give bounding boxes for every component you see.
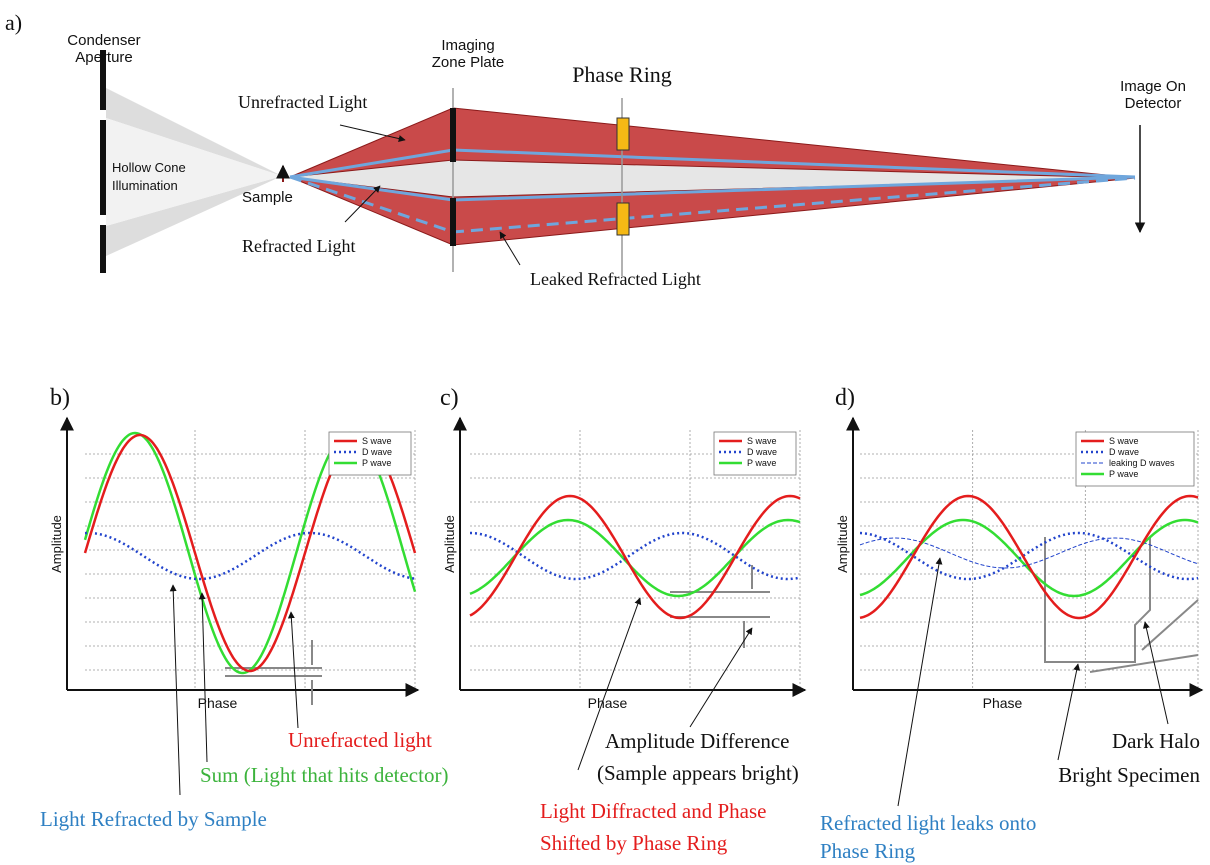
legend-label: D wave — [747, 447, 777, 457]
label: Detector — [1125, 95, 1182, 112]
wave — [470, 496, 800, 618]
y-axis-label: Amplitude — [49, 515, 64, 573]
x-axis-label: Phase — [983, 695, 1023, 711]
label: Hollow Cone — [112, 160, 186, 175]
annotation: Shifted by Phase Ring — [540, 831, 728, 855]
label: Refracted Light — [242, 236, 355, 256]
legend-label: S wave — [362, 436, 392, 446]
annotation: (Sample appears bright) — [597, 761, 799, 785]
zone-plate-block — [450, 108, 456, 162]
x-axis-label: Phase — [588, 695, 628, 711]
legend-label: P wave — [362, 458, 391, 468]
legend-label: P wave — [747, 458, 776, 468]
label: Zone Plate — [432, 54, 505, 71]
annotation: Refracted light leaks onto — [820, 811, 1036, 835]
annotation: Bright Specimen — [1058, 763, 1200, 787]
annotation: Dark Halo — [1112, 729, 1200, 753]
figure: a) Condenser Aperture Hollow Cone Illumi… — [0, 0, 1210, 865]
legend-label: S wave — [747, 436, 777, 446]
wave — [85, 533, 415, 579]
zone-plate-block — [450, 198, 456, 246]
aperture — [100, 120, 106, 215]
annotation: Amplitude Difference — [605, 729, 789, 753]
leader — [202, 593, 207, 762]
label: Sample — [242, 189, 293, 206]
annotation: Light Diffracted and Phase — [540, 799, 766, 823]
amplitude-bracket — [1090, 655, 1198, 672]
wave — [860, 496, 1198, 618]
panel-a: a) Condenser Aperture Hollow Cone Illumi… — [5, 10, 1186, 289]
leader — [1058, 664, 1078, 760]
label: Aperture — [75, 49, 133, 66]
annotation: Light Refracted by Sample — [40, 807, 267, 831]
label: Phase Ring — [572, 62, 672, 87]
leader — [291, 612, 298, 728]
leader — [898, 558, 940, 806]
phase-ring — [617, 203, 629, 235]
aperture — [100, 225, 106, 273]
annotation: Phase Ring — [820, 839, 916, 863]
legend-label: D wave — [1109, 447, 1139, 457]
legend-label: P wave — [1109, 469, 1138, 479]
annotation: Sum (Light that hits detector) — [200, 763, 448, 787]
label: Leaked Refracted Light — [530, 269, 701, 289]
y-axis-label: Amplitude — [835, 515, 850, 573]
legend-label: S wave — [1109, 436, 1139, 446]
label: Illumination — [112, 178, 178, 193]
phase-ring — [617, 118, 629, 150]
annotations: b) c) d) Unrefracted light Sum (Light th… — [40, 385, 1200, 863]
panel-label: d) — [835, 385, 855, 411]
x-axis-label: Phase — [198, 695, 238, 711]
label: Unrefracted Light — [238, 92, 367, 112]
panel-label: a) — [5, 10, 22, 35]
label: Image On — [1120, 78, 1186, 95]
panel-label: b) — [50, 385, 70, 411]
leader — [690, 628, 752, 727]
annotation: Unrefracted light — [288, 728, 432, 752]
legend-label: leaking D waves — [1109, 458, 1175, 468]
label: Condenser — [67, 32, 140, 49]
y-axis-label: Amplitude — [442, 515, 457, 573]
legend-label: D wave — [362, 447, 392, 457]
panel-label: c) — [440, 385, 459, 411]
label: Imaging — [441, 37, 494, 54]
